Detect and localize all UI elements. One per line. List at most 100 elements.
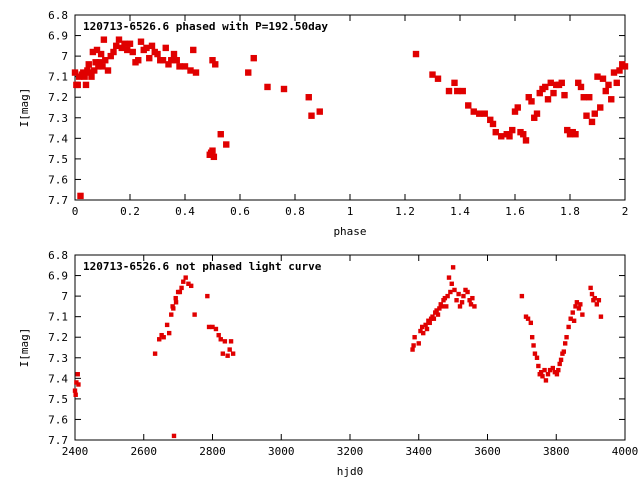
data-point bbox=[222, 339, 228, 344]
data-point bbox=[481, 110, 488, 117]
data-point bbox=[100, 36, 108, 43]
data-point bbox=[93, 46, 101, 54]
data-point bbox=[435, 312, 441, 317]
data-point bbox=[556, 367, 561, 373]
data-point bbox=[598, 314, 604, 319]
data-point bbox=[519, 293, 525, 299]
data-point bbox=[162, 44, 169, 52]
data-point bbox=[305, 94, 312, 101]
data-point bbox=[592, 295, 597, 301]
data-point bbox=[574, 300, 580, 305]
data-point bbox=[416, 341, 421, 346]
data-point bbox=[445, 293, 450, 299]
data-point bbox=[176, 63, 183, 70]
data-point bbox=[506, 133, 513, 140]
data-point bbox=[602, 87, 609, 95]
data-point bbox=[599, 75, 607, 82]
data-point bbox=[564, 335, 569, 340]
data-point bbox=[608, 96, 615, 103]
data-point bbox=[80, 69, 87, 76]
x-tick-label: 0.6 bbox=[230, 205, 250, 218]
data-point bbox=[577, 83, 585, 91]
x-tick-label: 2400 bbox=[62, 445, 89, 458]
data-point bbox=[445, 87, 453, 95]
data-point bbox=[72, 388, 78, 393]
data-point bbox=[148, 42, 156, 50]
data-point bbox=[597, 104, 604, 111]
data-point bbox=[97, 50, 105, 58]
data-point bbox=[74, 81, 81, 89]
data-point bbox=[533, 110, 541, 117]
data-point bbox=[418, 328, 423, 334]
data-point bbox=[449, 281, 454, 286]
data-point bbox=[511, 108, 519, 115]
y-axis-label: I[mag] bbox=[18, 328, 31, 368]
data-point bbox=[421, 330, 426, 336]
data-point bbox=[472, 304, 477, 309]
unphased-light-curve-panel: 2400 2600 2800 3000 3200 3400 3600 3800 4000 6.8 6… bbox=[18, 249, 638, 478]
data-point bbox=[571, 318, 577, 323]
data-point bbox=[457, 304, 463, 309]
y-tick-label: 7.6 bbox=[48, 173, 68, 186]
data-point bbox=[210, 324, 215, 330]
data-point bbox=[424, 326, 430, 332]
data-point bbox=[73, 392, 78, 397]
data-point bbox=[218, 337, 223, 342]
chart-title: 120713-6526.6 not phased light curve bbox=[83, 260, 322, 273]
data-point bbox=[610, 69, 618, 76]
y-tick-label: 6.8 bbox=[48, 249, 68, 262]
data-point bbox=[492, 128, 499, 136]
data-point bbox=[452, 287, 457, 293]
data-point bbox=[594, 73, 601, 80]
x-axis-label: hjd0 bbox=[337, 465, 364, 478]
data-point bbox=[550, 89, 557, 97]
data-point bbox=[173, 300, 179, 305]
data-point bbox=[454, 87, 461, 95]
data-point bbox=[575, 79, 582, 87]
data-point bbox=[467, 298, 472, 303]
y-tick-label: 6.8 bbox=[48, 9, 68, 22]
data-point bbox=[166, 330, 172, 336]
data-point bbox=[126, 40, 134, 47]
data-point bbox=[412, 335, 417, 340]
data-point bbox=[410, 347, 415, 352]
data-point bbox=[448, 289, 453, 295]
data-point bbox=[280, 85, 288, 93]
data-point bbox=[427, 320, 432, 326]
data-point bbox=[121, 40, 128, 47]
data-point bbox=[212, 61, 219, 68]
data-point bbox=[451, 79, 458, 87]
data-point bbox=[558, 357, 564, 363]
data-point bbox=[476, 110, 483, 117]
data-point bbox=[557, 361, 562, 367]
data-point bbox=[137, 38, 145, 45]
data-point bbox=[183, 275, 188, 280]
data-point bbox=[113, 42, 120, 50]
data-point bbox=[566, 324, 571, 330]
data-point bbox=[470, 108, 477, 115]
data-point bbox=[82, 81, 90, 89]
data-point bbox=[562, 341, 568, 346]
data-point bbox=[442, 295, 448, 301]
y-tick-label: 7.5 bbox=[48, 393, 68, 406]
data-point bbox=[75, 372, 80, 377]
data-point bbox=[154, 50, 161, 58]
data-point bbox=[544, 96, 552, 103]
data-point bbox=[454, 298, 459, 303]
data-point bbox=[152, 351, 158, 356]
y-tick-label: 7.5 bbox=[48, 153, 68, 166]
data-point bbox=[578, 302, 583, 307]
data-point bbox=[461, 293, 466, 299]
plot-frame bbox=[74, 14, 626, 201]
data-point bbox=[429, 71, 436, 78]
data-point bbox=[558, 79, 565, 87]
data-point bbox=[509, 126, 516, 134]
data-point bbox=[96, 59, 103, 66]
data-point bbox=[586, 94, 593, 101]
data-point bbox=[77, 192, 84, 200]
data-point bbox=[545, 372, 551, 377]
data-point bbox=[173, 57, 180, 64]
data-point bbox=[554, 372, 560, 377]
data-point bbox=[316, 108, 323, 115]
